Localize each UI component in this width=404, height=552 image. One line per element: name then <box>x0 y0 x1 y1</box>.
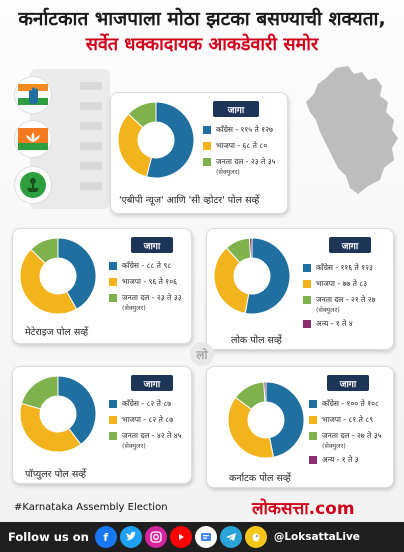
pie-slice-congress <box>57 375 97 446</box>
legend-item-bjp: भाजपा - ८२ ते ८७ <box>109 415 173 425</box>
headline-line-1: कर्नाटकात भाजपाला मोठा झटका बसण्याची शक्… <box>18 8 386 30</box>
legend-item-bjp: भाजपा - ६८ ते ८० <box>203 141 267 151</box>
pie-slice-congress <box>145 101 195 179</box>
pie-slice-congress <box>244 237 291 315</box>
poll-title-lok: लोक पोल सर्व्हे <box>231 335 282 346</box>
legend-item-others: अन्य - १ ते ४ <box>303 319 353 329</box>
pie-chart-karnataka <box>227 381 305 459</box>
karnataka-map-icon <box>306 66 398 194</box>
pie-slice-congress <box>265 381 305 458</box>
pie-chart-abp-cvoter <box>117 101 195 179</box>
pie-slice-bjp <box>117 113 153 178</box>
telegram-icon[interactable] <box>219 526 242 548</box>
pie-slice-others <box>248 237 253 259</box>
poll-card-abp-cvoter: जागा काँग्रेस - ११५ ते १२७ भाजपा - ६८ ते… <box>110 92 288 214</box>
pie-chart-lok <box>213 237 291 315</box>
legend-item-jds: जनता दल - ४२ ते ४५ (सेक्युलर) <box>109 431 182 450</box>
legend-item-bjp: भाजपा - ७७ ते ८३ <box>303 279 367 289</box>
legend-item-congress: काँग्रेस - १०० ते १०८ <box>309 399 379 409</box>
legend-item-congress: काँग्रेस - ११६ ते १२३ <box>303 263 373 273</box>
evm-background-icon <box>30 69 110 209</box>
koo-icon[interactable] <box>244 526 267 548</box>
pie-slice-congress <box>57 237 97 310</box>
pie-slice-bjp <box>19 248 78 315</box>
pie-slice-bjp <box>19 402 82 453</box>
bjp-symbol-icon <box>14 120 52 158</box>
pie-slice-others <box>263 381 267 403</box>
headline-line-2: सर्वेत धक्कादायक आकडेवारी समोर <box>85 34 319 55</box>
brand-name: लोकसत्ता <box>252 499 309 519</box>
pie-slice-bjp <box>227 396 275 459</box>
poll-card-popular: जागा काँग्रेस - ८२ ते ८७ भाजपा - ८२ ते ८… <box>12 366 192 484</box>
legend-item-congress: काँग्रेस - ११५ ते १२७ <box>203 125 273 135</box>
twitter-icon[interactable] <box>119 526 142 548</box>
jaga-badge: जागा <box>131 375 173 391</box>
pie-chart-matrize <box>19 237 97 315</box>
poll-title-popular: पॉप्युलर पोल सर्व्हे <box>25 469 87 480</box>
legend-item-congress: काँग्रेस - ८२ ते ८७ <box>109 399 171 409</box>
poll-card-lok: जागा काँग्रेस - ११६ ते १२३ भाजपा - ७७ ते… <box>206 228 394 350</box>
pie-slice-jds <box>20 375 59 410</box>
jds-symbol-icon <box>14 166 52 204</box>
congress-symbol-icon <box>14 76 52 114</box>
instagram-icon[interactable] <box>144 526 167 548</box>
social-footer: Follow us on f @LoksattaLive <box>0 522 404 552</box>
poll-title-abp-cvoter: 'एबीपी न्यूज' आणि 'सी व्होटर' पोल सर्व्ह… <box>119 195 260 206</box>
headline: कर्नाटकात भाजपाला मोठा झटका बसण्याची शक्… <box>0 6 404 58</box>
pie-chart-popular <box>19 375 97 453</box>
legend-item-bjp: भाजपा - ९६ ते १०६ <box>109 277 177 287</box>
pie-slice-bjp <box>213 247 250 314</box>
brand-logo[interactable]: लोकसत्ता.com <box>252 496 355 519</box>
jaga-badge: जागा <box>327 375 369 391</box>
legend-item-congress: काँग्रेस - ८८ ते ९८ <box>109 261 171 271</box>
poll-title-karnataka: कर्नाटक पोल सर्व्हे <box>229 473 291 484</box>
jaga-badge: जागा <box>329 237 371 253</box>
youtube-icon[interactable] <box>169 526 192 548</box>
legend-item-others: अन्य - १ ते ३ <box>309 455 359 465</box>
poll-title-matrize: मेटेराइज पोल सर्व्हे <box>25 327 89 338</box>
poll-card-karnataka: जागा काँग्रेस - १०० ते १०८ भाजपा - ८१ ते… <box>206 366 394 488</box>
legend-item-jds: जनता दल - २३ ते ३३ (सेक्युलर) <box>109 293 182 312</box>
pie-slice-jds <box>127 101 157 129</box>
poll-card-matrize: जागा काँग्रेस - ८८ ते ९८ भाजपा - ९६ ते १… <box>12 228 192 344</box>
jaga-badge: जागा <box>213 101 259 117</box>
hashtag: #Karnataka Assembly Election <box>14 502 168 513</box>
brand-suffix: .com <box>308 499 355 519</box>
jaga-badge: जागा <box>131 237 173 253</box>
follow-label: Follow us on <box>8 530 89 544</box>
loksatta-watermark-icon: लो <box>190 342 214 366</box>
google-news-icon[interactable] <box>194 526 217 548</box>
pie-slice-jds <box>30 237 59 265</box>
legend-item-jds: जनता दल - २३ ते ३५ (सेक्युलर) <box>203 157 276 176</box>
legend-item-bjp: भाजपा - ८१ ते ८९ <box>309 415 373 425</box>
legend-item-jds: जनता दल - २७ ते ३५ (सेक्युलर) <box>309 431 382 450</box>
facebook-icon[interactable]: f <box>94 526 117 548</box>
legend-item-jds: जनता दल - २१ ते २७ (सेक्युलर) <box>303 295 376 314</box>
social-handle[interactable]: @LoksattaLive <box>273 531 360 543</box>
